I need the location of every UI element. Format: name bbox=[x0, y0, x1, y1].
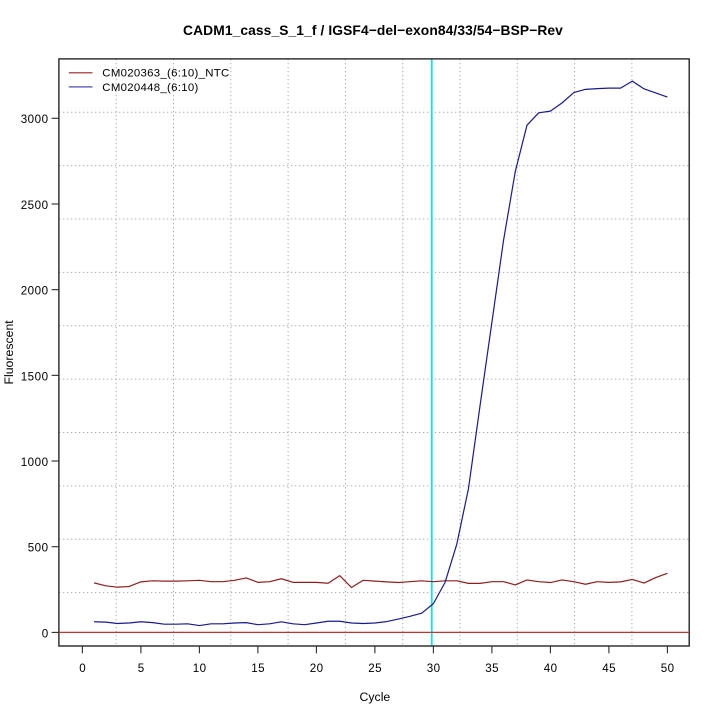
svg-text:CADM1_cass_S_1_f / IGSF4−del−e: CADM1_cass_S_1_f / IGSF4−del−exon84/33/5… bbox=[183, 23, 563, 38]
svg-text:40: 40 bbox=[544, 662, 558, 675]
svg-text:2500: 2500 bbox=[21, 199, 49, 212]
svg-text:50: 50 bbox=[661, 662, 675, 675]
svg-text:1500: 1500 bbox=[21, 370, 49, 383]
svg-text:0: 0 bbox=[79, 662, 86, 675]
svg-text:CM020363_(6:10)_NTC: CM020363_(6:10)_NTC bbox=[102, 68, 229, 80]
svg-text:Cycle: Cycle bbox=[360, 690, 391, 704]
svg-text:35: 35 bbox=[485, 662, 499, 675]
svg-text:CM020448_(6:10): CM020448_(6:10) bbox=[102, 82, 198, 94]
svg-text:Fluorescent: Fluorescent bbox=[2, 320, 16, 385]
svg-text:20: 20 bbox=[310, 662, 324, 675]
svg-text:1000: 1000 bbox=[21, 456, 49, 469]
svg-text:15: 15 bbox=[251, 662, 265, 675]
svg-text:0: 0 bbox=[42, 627, 49, 640]
svg-text:500: 500 bbox=[28, 542, 49, 555]
svg-text:30: 30 bbox=[427, 662, 441, 675]
svg-text:25: 25 bbox=[368, 662, 382, 675]
svg-text:45: 45 bbox=[602, 662, 616, 675]
svg-text:10: 10 bbox=[193, 662, 207, 675]
svg-text:2000: 2000 bbox=[21, 285, 49, 298]
svg-text:5: 5 bbox=[138, 662, 145, 675]
svg-text:3000: 3000 bbox=[21, 113, 49, 126]
